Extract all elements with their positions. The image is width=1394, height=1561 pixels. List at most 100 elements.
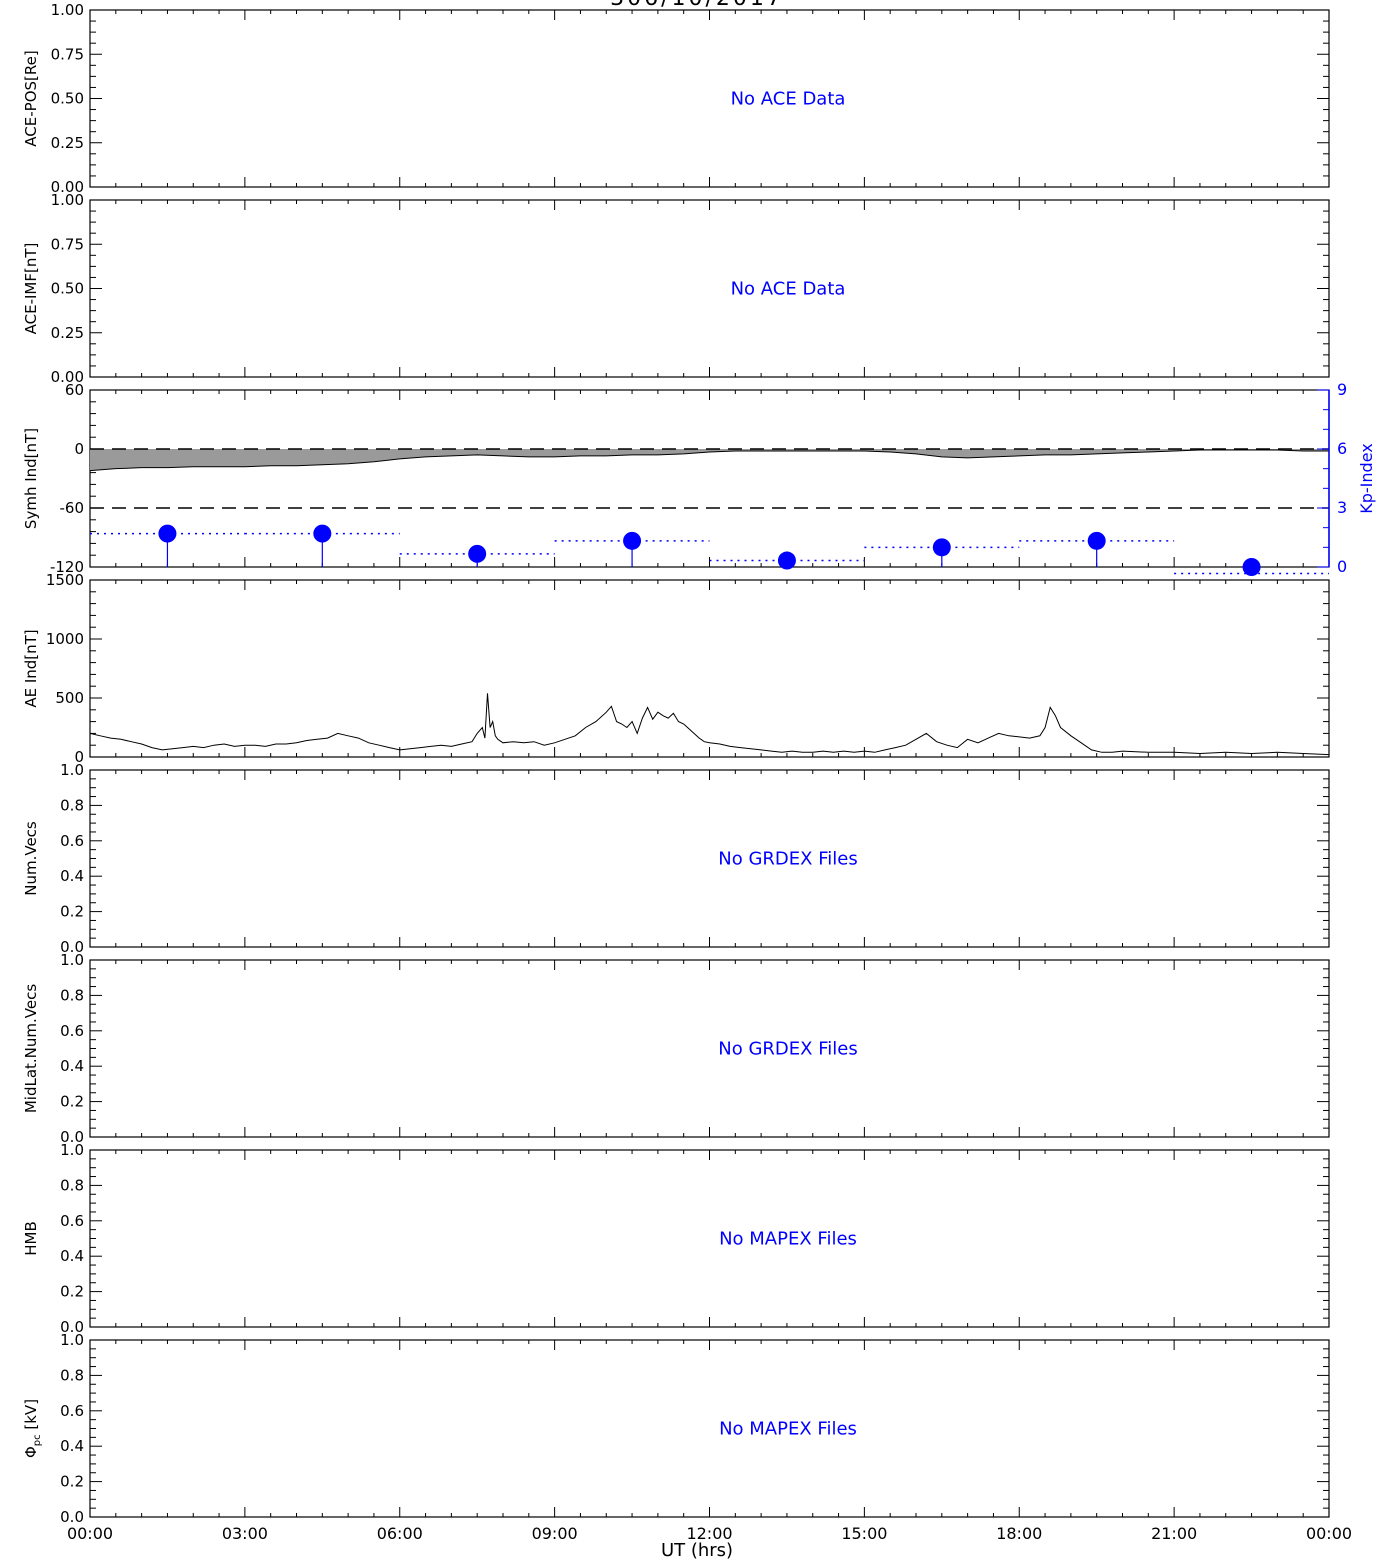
y-tick-label: 0.50 (51, 90, 84, 108)
y-tick-label: 0.75 (51, 45, 84, 63)
kp-marker (777, 551, 796, 570)
y-tick-label: 0 (74, 748, 84, 766)
panel-frame (89, 1149, 1330, 1328)
y-tick-label: 1.0 (60, 951, 84, 969)
y-tick-label: 0.25 (51, 324, 84, 342)
x-tick-label: 06:00 (377, 1524, 423, 1543)
y-tick-label: 1500 (46, 571, 84, 589)
x-tick-label: 09:00 (532, 1524, 578, 1543)
y-tick-label: 0.8 (60, 1176, 84, 1194)
panel-frame (89, 769, 1330, 948)
y-tick-label: 60 (65, 381, 84, 399)
y-axis-label-sub: pc (32, 1434, 43, 1446)
panel-8: 0.0 0.2 0.4 0.6 0.8 1.0 Φpc [kV] No MAPEX Files… (22, 1331, 1352, 1543)
y-axis-label: HMB (22, 1221, 40, 1256)
kp-marker (1087, 531, 1106, 550)
y-tick-label: 0.6 (60, 1212, 84, 1230)
kp-axis-label: Kp-Index (1357, 443, 1376, 513)
x-axis-label: UT (hrs) (660, 1540, 734, 1561)
kp-tick-label: 9 (1337, 380, 1347, 399)
x-tick-label: 03:00 (222, 1524, 268, 1543)
x-tick-label: 00:00 (67, 1524, 113, 1543)
y-tick-label: 0.2 (60, 1473, 84, 1491)
x-tick-label: 00:00 (1306, 1524, 1352, 1543)
panel-frame (89, 959, 1330, 1138)
y-tick-label: 0.2 (60, 1283, 84, 1301)
panel-6: 0.0 0.2 0.4 0.6 0.8 1.0 MidLat.Num.Vecs No GRDE… (22, 951, 1330, 1146)
y-tick-label: 0 (74, 440, 84, 458)
y-axis-label: ACE-POS[Re] (22, 50, 40, 146)
y-axis-label: ACE-IMF[nT] (22, 243, 40, 335)
y-tick-label: 0.00 (51, 368, 84, 386)
symh-line (89, 449, 1329, 472)
y-tick-label: 0.8 (60, 796, 84, 814)
y-tick-label: 0.2 (60, 1093, 84, 1111)
y-tick-label: 1.0 (60, 761, 84, 779)
panel-frame (89, 9, 1330, 188)
no-data-message: No MAPEX Files (719, 1419, 857, 1440)
y-tick-label: 0.4 (60, 867, 84, 885)
y-tick-label: 1.0 (60, 1331, 84, 1349)
x-tick-label: 18:00 (996, 1524, 1042, 1543)
panel-4: 0 500 1000 1500 AE Ind[nT] (22, 571, 1330, 766)
y-axis-label: Num.Vecs (22, 821, 40, 896)
kp-tick-label: 6 (1337, 439, 1347, 458)
y-tick-label: 0.00 (51, 178, 84, 196)
panel-3: -120 -60 0 60 Symh Ind[nT] 0 3 6 9 Kp-Index (22, 380, 1376, 576)
panel-frame (89, 1339, 1330, 1518)
no-data-message: No GRDEX Files (718, 849, 857, 870)
y-tick-label: 1.00 (51, 1, 84, 19)
y-tick-label: -120 (50, 558, 84, 576)
y-tick-label: 1.00 (51, 191, 84, 209)
y-tick-label: 0.0 (60, 1318, 84, 1336)
y-tick-label: 0.8 (60, 986, 84, 1004)
kp-tick-label: 0 (1337, 557, 1347, 576)
no-data-message: No ACE Data (731, 279, 846, 300)
x-tick-label: 21:00 (1151, 1524, 1197, 1543)
kp-tick-label: 3 (1337, 498, 1347, 517)
y-tick-label: 0.4 (60, 1057, 84, 1075)
y-tick-label: 0.75 (51, 235, 84, 253)
no-data-message: No GRDEX Files (718, 1039, 857, 1060)
y-tick-label: 0.6 (60, 1402, 84, 1420)
y-tick-label: 0.0 (60, 1128, 84, 1146)
x-tick-label: 12:00 (686, 1524, 732, 1543)
y-tick-label: 0.8 (60, 1366, 84, 1384)
y-tick-label: 0.0 (60, 1508, 84, 1526)
y-axis-label: Φpc [kV] (22, 1399, 43, 1458)
y-tick-label: 0.25 (51, 134, 84, 152)
y-tick-label: 0.0 (60, 938, 84, 956)
y-axis-label: AE Ind[nT] (22, 629, 40, 707)
y-axis-label: Symh Ind[nT] (22, 428, 40, 529)
panel-2: 0.00 0.25 0.50 0.75 1.00 ACE-IMF[nT] No ACE Da… (22, 191, 1330, 386)
y-tick-label: 0.4 (60, 1437, 84, 1455)
panel-frame (89, 579, 1330, 758)
kp-marker (1242, 558, 1261, 576)
y-tick-label: 0.6 (60, 832, 84, 850)
kp-marker (158, 524, 177, 543)
symh-fill (90, 449, 1329, 471)
y-axis-label-unit: [kV] (22, 1399, 40, 1434)
y-tick-label: 500 (55, 689, 84, 707)
y-tick-label: 1.0 (60, 1141, 84, 1159)
y-tick-label: 0.50 (51, 280, 84, 298)
y-axis-label: MidLat.Num.Vecs (22, 984, 40, 1114)
y-tick-label: 0.4 (60, 1247, 84, 1265)
x-tick-label: 15:00 (841, 1524, 887, 1543)
y-tick-label: 0.2 (60, 903, 84, 921)
ae-line (89, 693, 1330, 756)
panel-1: 0.00 0.25 0.50 0.75 1.00 ACE-POS[Re] No ACE Da… (22, 1, 1330, 196)
kp-marker (932, 538, 951, 557)
panel-7: 0.0 0.2 0.4 0.6 0.8 1.0 HMB No MAPEX Files (22, 1141, 1330, 1336)
kp-marker (468, 544, 487, 563)
panel-frame (89, 199, 1330, 378)
y-tick-label: 0.6 (60, 1022, 84, 1040)
panel-5: 0.0 0.2 0.4 0.6 0.8 1.0 Num.Vecs No GRDEX Files (22, 761, 1330, 956)
y-tick-label: -60 (60, 499, 85, 517)
page-title: 306/10/2017 (0, 0, 1394, 11)
no-data-message: No MAPEX Files (719, 1229, 857, 1250)
kp-marker (623, 531, 642, 550)
kp-marker (313, 524, 332, 543)
no-data-message: No ACE Data (731, 89, 846, 110)
